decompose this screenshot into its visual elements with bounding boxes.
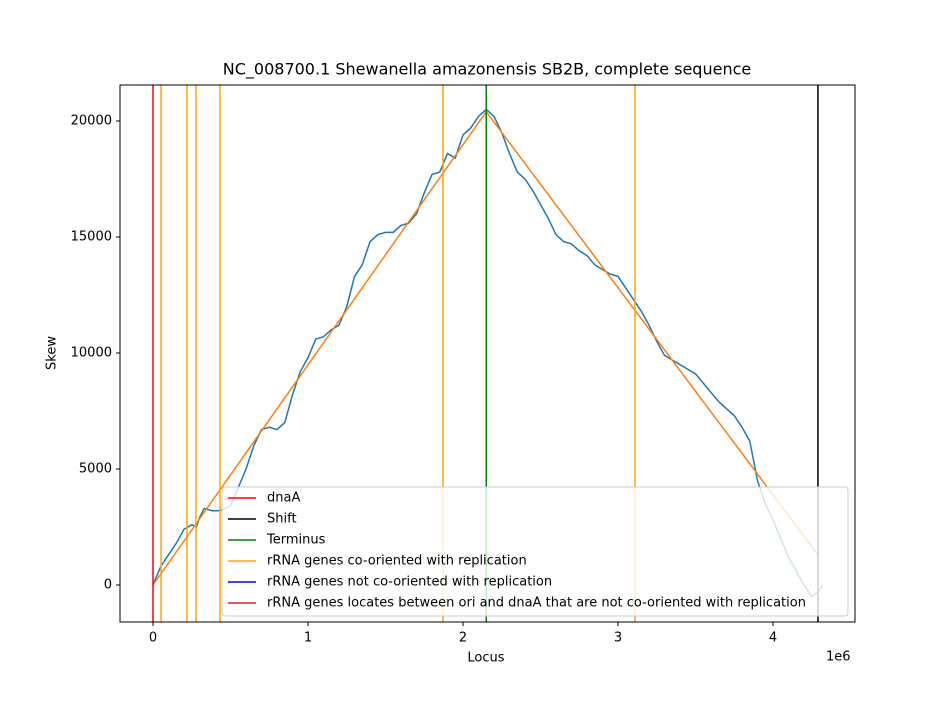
- legend-label: rRNA genes not co-oriented with replicat…: [267, 575, 552, 590]
- legend-label: dnaA: [267, 491, 300, 506]
- y-tick-label: 20000: [71, 114, 112, 129]
- x-offset-text: 1e6: [826, 650, 851, 665]
- plot-frame: [119, 84, 856, 623]
- x-tick-label: 2: [459, 631, 467, 646]
- x-tick-label: 4: [769, 631, 777, 646]
- x-axis-label: Locus: [467, 651, 504, 666]
- y-axis-label: Skew: [45, 336, 60, 370]
- y-tick-label: 0: [104, 577, 112, 592]
- x-tick-label: 0: [149, 631, 157, 646]
- legend-label: rRNA genes co-oriented with replication: [267, 554, 527, 569]
- x-tick-label: 1: [304, 631, 312, 646]
- legend-label: rRNA genes locates between ori and dnaA …: [267, 596, 806, 611]
- y-tick-label: 10000: [71, 346, 112, 361]
- legend-box: [221, 486, 849, 617]
- y-tick-label: 15000: [71, 230, 112, 245]
- y-tick-label: 5000: [79, 461, 112, 476]
- x-tick-label: 3: [614, 631, 622, 646]
- chart-title: NC_008700.1 Shewanella amazonensis SB2B,…: [223, 60, 751, 80]
- legend-label: Shift: [267, 512, 297, 527]
- legend-label: Terminus: [266, 533, 326, 548]
